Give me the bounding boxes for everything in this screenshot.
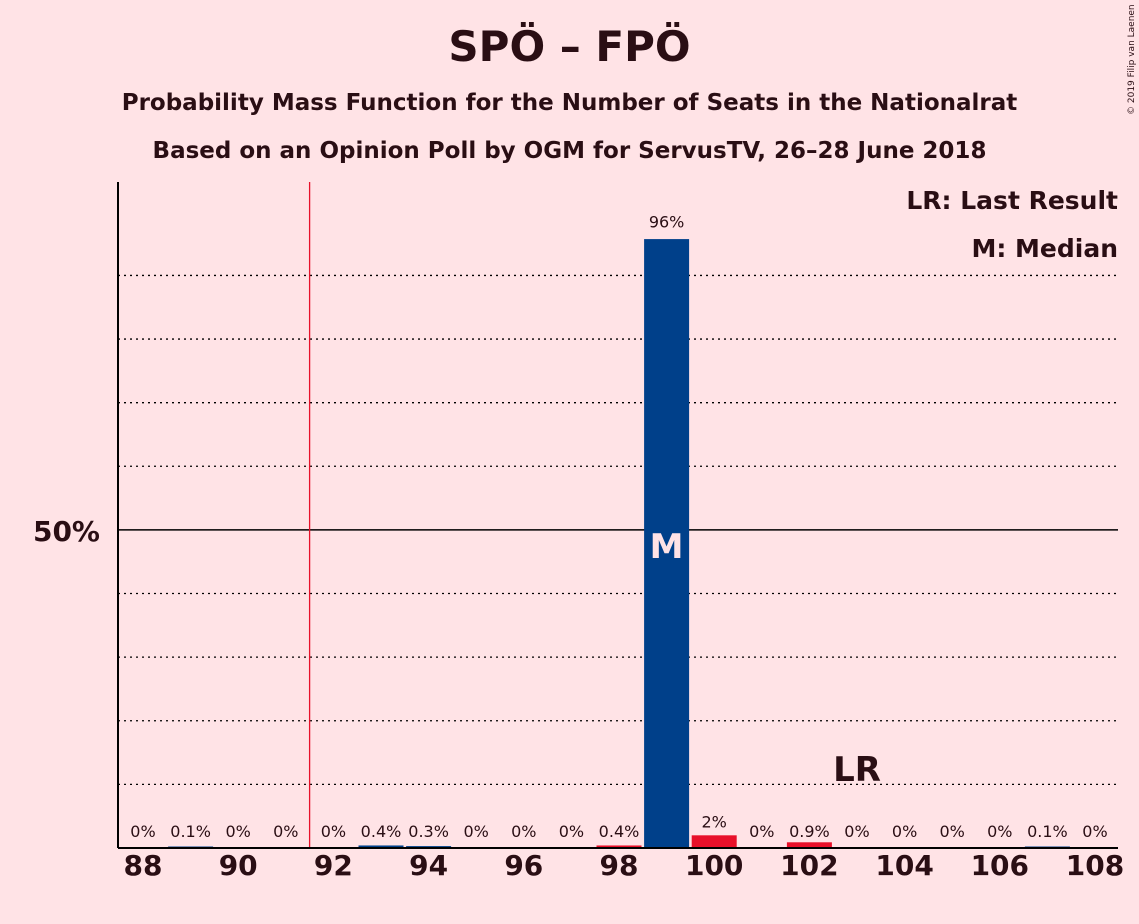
data-label-106: 0%	[987, 822, 1012, 841]
data-label-96: 0%	[511, 822, 536, 841]
bars	[168, 239, 1070, 849]
bar-98	[596, 845, 642, 848]
gridlines	[118, 274, 1118, 786]
data-label-89: 0.1%	[170, 822, 211, 841]
data-label-91: 0%	[273, 822, 298, 841]
y-tick-label-50: 50%	[33, 515, 100, 548]
legend-median: M: Median	[971, 234, 1118, 263]
x-tick-100: 100	[685, 849, 743, 882]
bar-99	[644, 239, 690, 849]
data-label-92: 0%	[321, 822, 346, 841]
x-tick-102: 102	[780, 849, 838, 882]
data-label-108: 0%	[1082, 822, 1107, 841]
data-label-98: 0.4%	[599, 822, 640, 841]
bar-100	[691, 835, 737, 848]
x-tick-90: 90	[219, 849, 258, 882]
data-label-104: 0%	[892, 822, 917, 841]
bar-93	[358, 845, 404, 848]
bar-102	[786, 842, 832, 848]
data-label-101: 0%	[749, 822, 774, 841]
data-label-102: 0.9%	[789, 822, 830, 841]
data-label-93: 0.4%	[361, 822, 402, 841]
chart-title: SPÖ – FPÖ	[448, 22, 691, 71]
data-label-94: 0.3%	[408, 822, 449, 841]
data-label-103: 0%	[844, 822, 869, 841]
x-tick-96: 96	[504, 849, 543, 882]
data-label-88: 0%	[130, 822, 155, 841]
data-label-107: 0.1%	[1027, 822, 1068, 841]
x-tick-94: 94	[409, 849, 448, 882]
median-marker: M	[650, 527, 684, 567]
x-tick-92: 92	[314, 849, 353, 882]
data-label-90: 0%	[226, 822, 251, 841]
data-label-105: 0%	[940, 822, 965, 841]
data-label-99: 96%	[649, 212, 685, 231]
data-labels: 0% 0.1% 0% 0% 0% 0.4% 0.3% 0% 0% 0% 0.4% 96% 2% 0% 0.9…	[130, 212, 1107, 841]
x-tick-98: 98	[600, 849, 639, 882]
data-label-100: 2%	[702, 812, 727, 831]
data-label-97: 0%	[559, 822, 584, 841]
chart-subtitle: Probability Mass Function for the Number…	[121, 90, 1018, 116]
last-result-marker: LR	[833, 750, 881, 790]
x-tick-108: 108	[1066, 849, 1124, 882]
x-tick-labels: 88 90 92 94 96 98 100 102 104 106 108	[124, 849, 1125, 882]
data-label-95: 0%	[464, 822, 489, 841]
x-tick-104: 104	[875, 849, 933, 882]
legend-last-result: LR: Last Result	[906, 186, 1118, 215]
chart-source-note: Based on an Opinion Poll by OGM for Serv…	[152, 138, 987, 164]
x-tick-106: 106	[971, 849, 1029, 882]
x-tick-88: 88	[124, 849, 163, 882]
